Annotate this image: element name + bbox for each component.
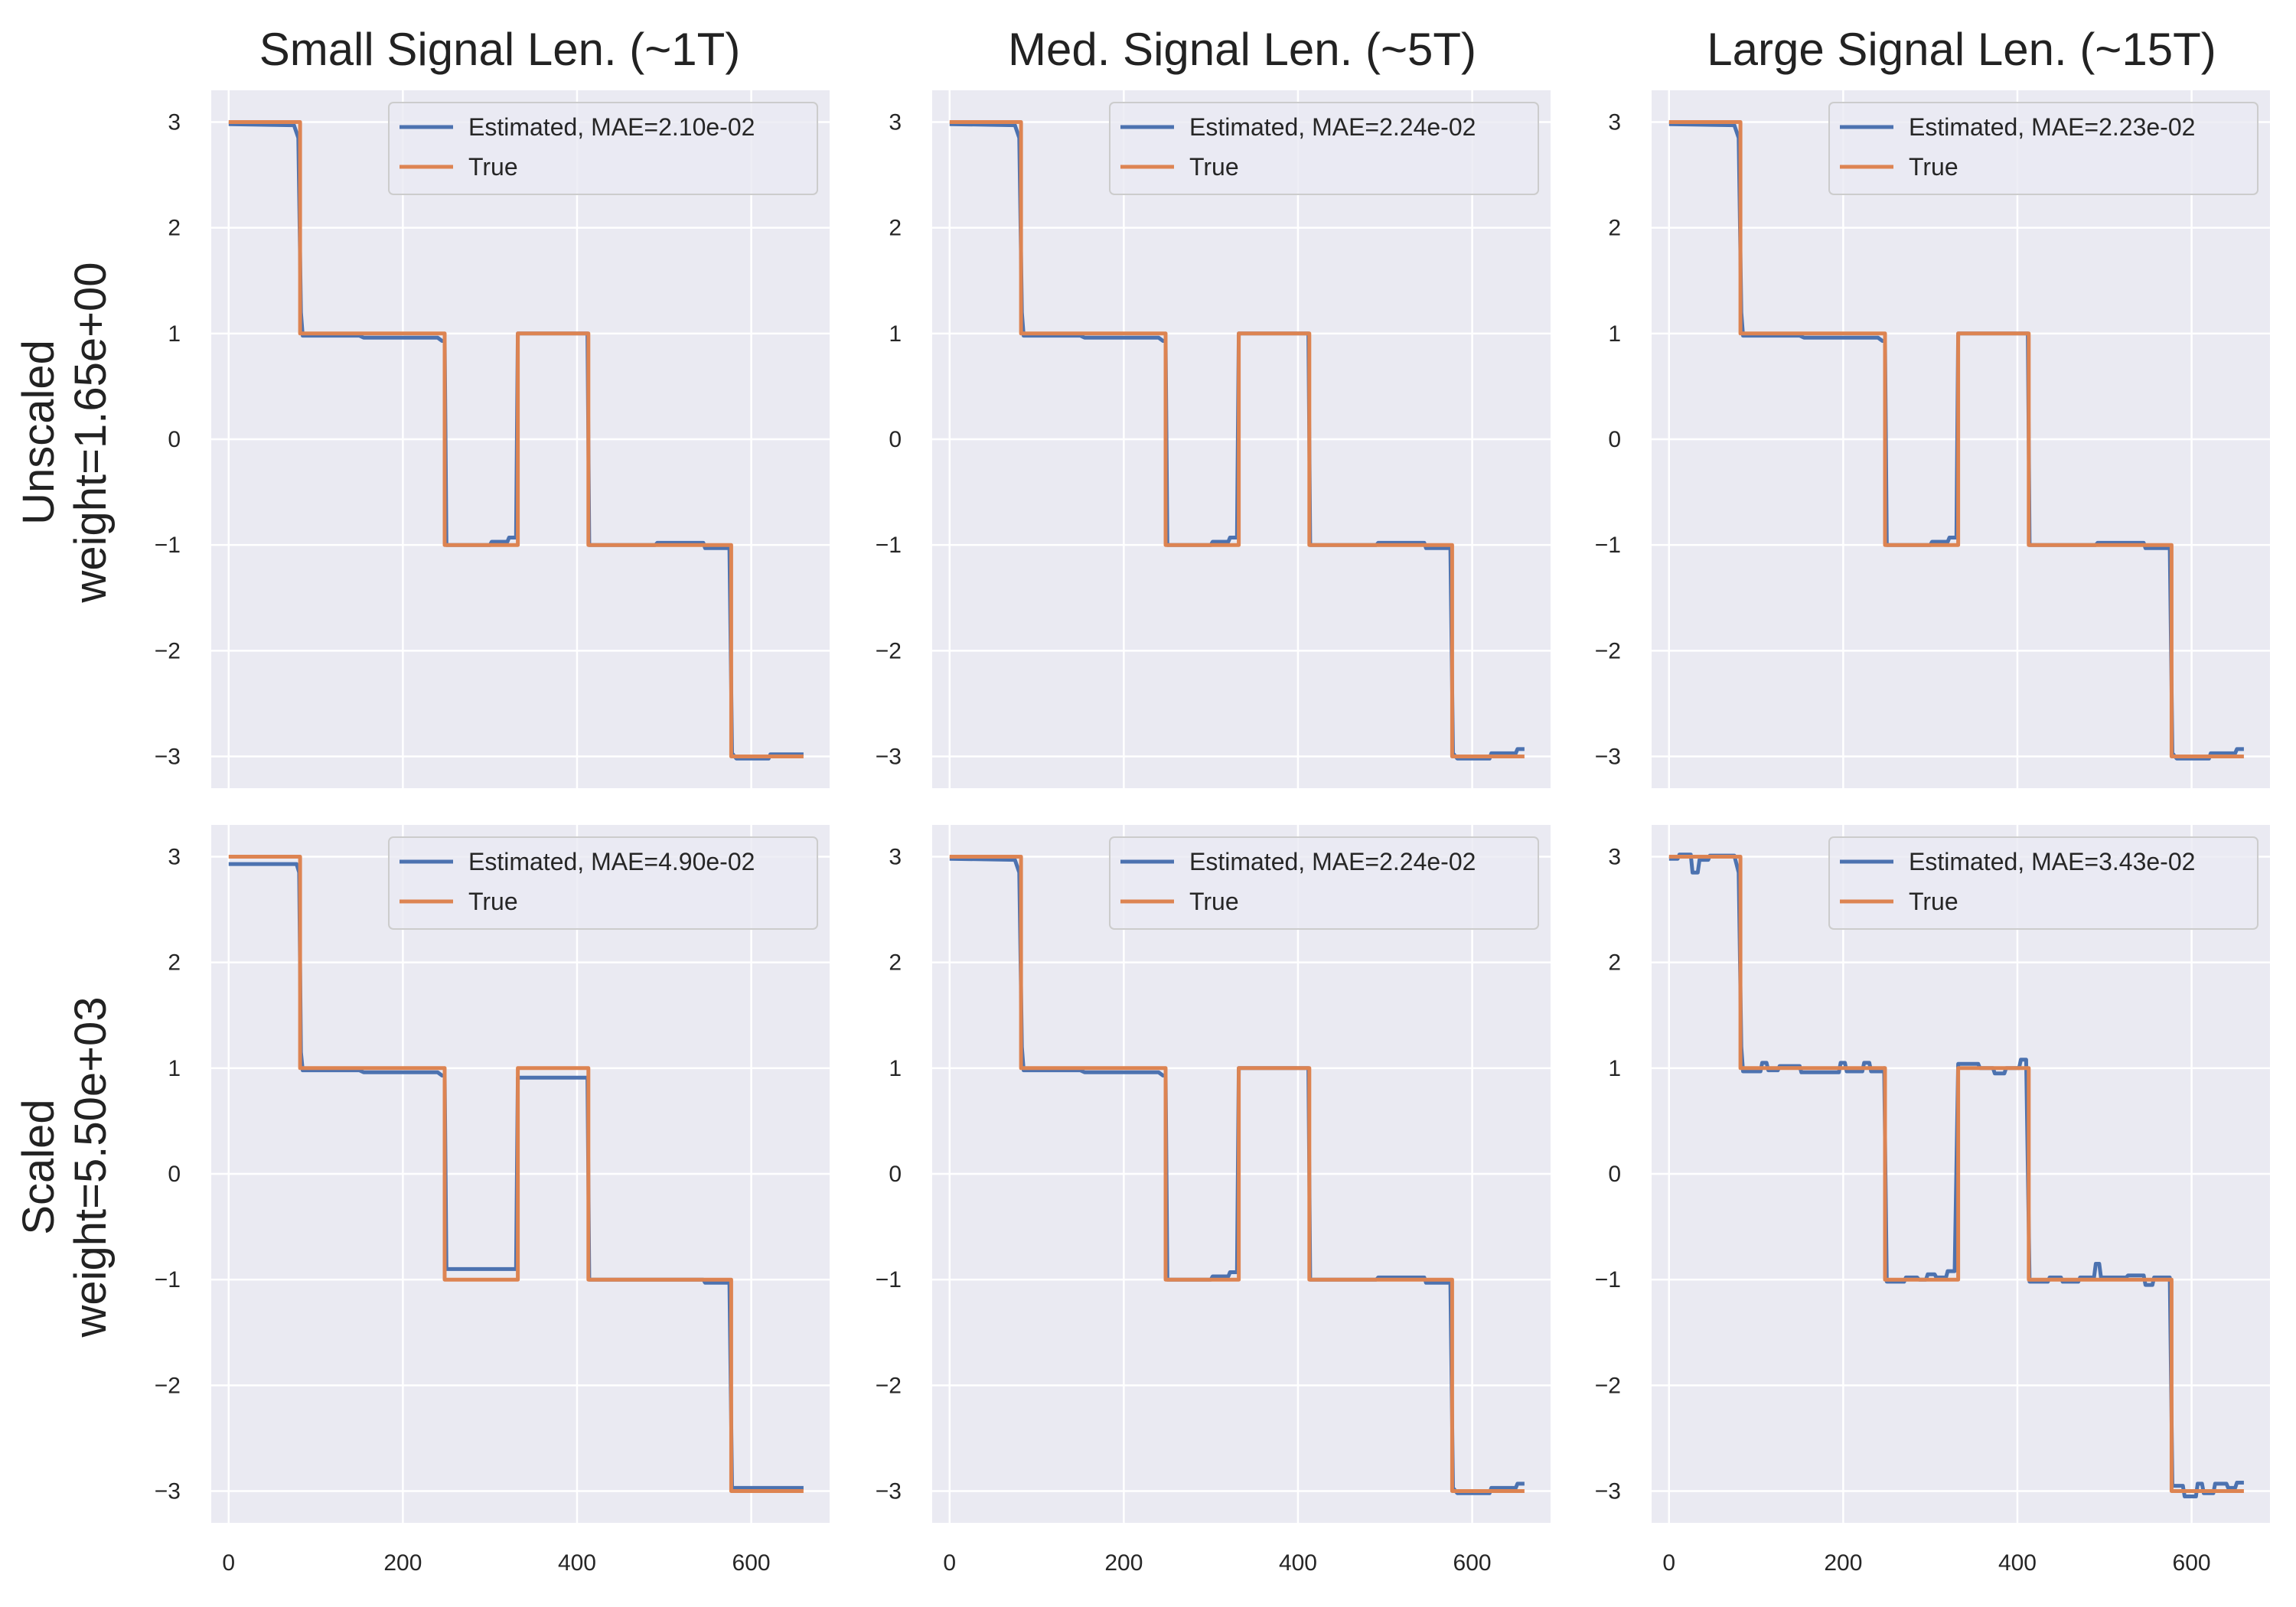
x-tick-label: 0 xyxy=(222,1550,235,1576)
y-tick-label: −2 xyxy=(1595,638,1621,663)
legend-label: Estimated, MAE=2.10e-02 xyxy=(468,113,755,141)
y-tick-label: 2 xyxy=(1608,216,1621,241)
y-tick-label: −1 xyxy=(155,533,181,558)
legend: Estimated, MAE=2.23e-02 True xyxy=(1828,102,2258,195)
legend: Estimated, MAE=3.43e-02 True xyxy=(1828,836,2258,930)
y-tick-label: 0 xyxy=(889,427,902,452)
y-tick-label: 0 xyxy=(889,1162,902,1187)
y-tick-label: 0 xyxy=(1608,1162,1621,1187)
y-tick-label: 1 xyxy=(889,1056,902,1081)
legend-label: True xyxy=(1909,888,1958,915)
legend-label: Estimated, MAE=2.23e-02 xyxy=(1909,113,2195,141)
subplot-4: −3 −2 −1 0 1 2 3 0 200 400 600 Estimated, MAE=4.90e… xyxy=(155,825,830,1576)
y-tick-label: −1 xyxy=(1595,533,1621,558)
y-tick-label: 3 xyxy=(168,844,181,869)
y-tick-label: −1 xyxy=(1595,1267,1621,1292)
legend-label: True xyxy=(468,153,518,181)
x-tick-label: 600 xyxy=(1453,1550,1492,1576)
legend-label: Estimated, MAE=3.43e-02 xyxy=(1909,848,2195,875)
y-tick-label: 3 xyxy=(889,109,902,135)
y-tick-label: −3 xyxy=(876,745,902,770)
subplot-1: −3 −2 −1 0 1 2 3 Estimated, MAE=2.10e-02 True xyxy=(155,90,830,788)
y-tick-label: 0 xyxy=(168,1162,181,1187)
legend-label: Estimated, MAE=2.24e-02 xyxy=(1189,113,1476,141)
y-tick-label: −2 xyxy=(876,638,902,663)
series-line-true xyxy=(949,855,1525,1493)
column-title-large: Large Signal Len. (~15T) xyxy=(1707,24,2216,75)
x-tick-label: 0 xyxy=(943,1550,956,1576)
y-tick-label: 0 xyxy=(168,427,181,452)
x-tick-label: 600 xyxy=(732,1550,771,1576)
y-tick-label: −2 xyxy=(1595,1373,1621,1398)
x-tick-label: 200 xyxy=(383,1550,422,1576)
legend-box xyxy=(388,102,818,195)
legend: Estimated, MAE=2.24e-02 True xyxy=(1109,102,1539,195)
legend: Estimated, MAE=2.10e-02 True xyxy=(388,102,818,195)
series-line-true xyxy=(949,120,1525,758)
subplot-6: −3 −2 −1 0 1 2 3 0 200 400 600 Estimated, MAE=3.43e… xyxy=(1595,825,2270,1576)
y-tick-label: 1 xyxy=(1608,1056,1621,1081)
y-tick-label: −2 xyxy=(155,1373,181,1398)
y-tick-label: 3 xyxy=(1608,109,1621,135)
y-tick-label: −3 xyxy=(1595,745,1621,770)
legend-label: True xyxy=(468,888,518,915)
column-title-medium: Med. Signal Len. (~5T) xyxy=(1008,24,1476,75)
y-tick-label: 1 xyxy=(168,1056,181,1081)
y-tick-label: −2 xyxy=(876,1373,902,1398)
x-tick-label: 400 xyxy=(558,1550,596,1576)
subplot-2: −3 −2 −1 0 1 2 3 Estimated, MAE=2.24e-02 True xyxy=(876,90,1551,788)
legend-label: True xyxy=(1189,888,1239,915)
y-tick-label: 3 xyxy=(889,844,902,869)
x-tick-label: 400 xyxy=(1998,1550,2037,1576)
y-tick-label: −3 xyxy=(155,1479,181,1504)
legend-box xyxy=(1828,836,2258,930)
y-tick-label: 2 xyxy=(889,950,902,976)
y-tick-label: −2 xyxy=(155,638,181,663)
y-tick-label: −1 xyxy=(876,533,902,558)
series-line-estimated xyxy=(1668,852,2244,1498)
legend-label: True xyxy=(1189,153,1239,181)
subplot-5: −3 −2 −1 0 1 2 3 0 200 400 600 Estimated, MAE=2.24e… xyxy=(876,825,1551,1576)
x-tick-label: 0 xyxy=(1662,1550,1675,1576)
y-tick-label: −3 xyxy=(1595,1479,1621,1504)
legend: Estimated, MAE=2.24e-02 True xyxy=(1109,836,1539,930)
series-line-true xyxy=(228,120,804,758)
x-tick-label: 400 xyxy=(1279,1550,1317,1576)
y-tick-label: 2 xyxy=(168,216,181,241)
subplot-3: −3 −2 −1 0 1 2 3 Estimated, MAE=2.23e-02 True xyxy=(1595,90,2270,788)
legend-label: Estimated, MAE=2.24e-02 xyxy=(1189,848,1476,875)
legend-box xyxy=(388,836,818,930)
legend-box xyxy=(1109,102,1539,195)
y-tick-label: 3 xyxy=(168,109,181,135)
y-tick-label: 2 xyxy=(1608,950,1621,976)
y-tick-label: −1 xyxy=(155,1267,181,1292)
y-tick-label: 2 xyxy=(168,950,181,976)
legend: Estimated, MAE=4.90e-02 True xyxy=(388,836,818,930)
y-tick-label: 0 xyxy=(1608,427,1621,452)
legend-label: True xyxy=(1909,153,1958,181)
legend-box xyxy=(1109,836,1539,930)
x-tick-label: 200 xyxy=(1104,1550,1143,1576)
y-tick-label: 2 xyxy=(889,216,902,241)
x-tick-label: 200 xyxy=(1824,1550,1862,1576)
legend-label: Estimated, MAE=4.90e-02 xyxy=(468,848,755,875)
x-tick-label: 600 xyxy=(2173,1550,2211,1576)
y-tick-label: 3 xyxy=(1608,844,1621,869)
series-line-true xyxy=(1668,855,2244,1493)
series-line-true xyxy=(228,855,804,1493)
y-tick-label: −3 xyxy=(155,745,181,770)
y-tick-label: 1 xyxy=(1608,321,1621,347)
legend-box xyxy=(1828,102,2258,195)
y-tick-label: 1 xyxy=(168,321,181,347)
y-tick-label: −1 xyxy=(876,1267,902,1292)
series-line-true xyxy=(1668,120,2244,758)
y-tick-label: −3 xyxy=(876,1479,902,1504)
column-title-small: Small Signal Len. (~1T) xyxy=(259,24,741,75)
y-tick-label: 1 xyxy=(889,321,902,347)
